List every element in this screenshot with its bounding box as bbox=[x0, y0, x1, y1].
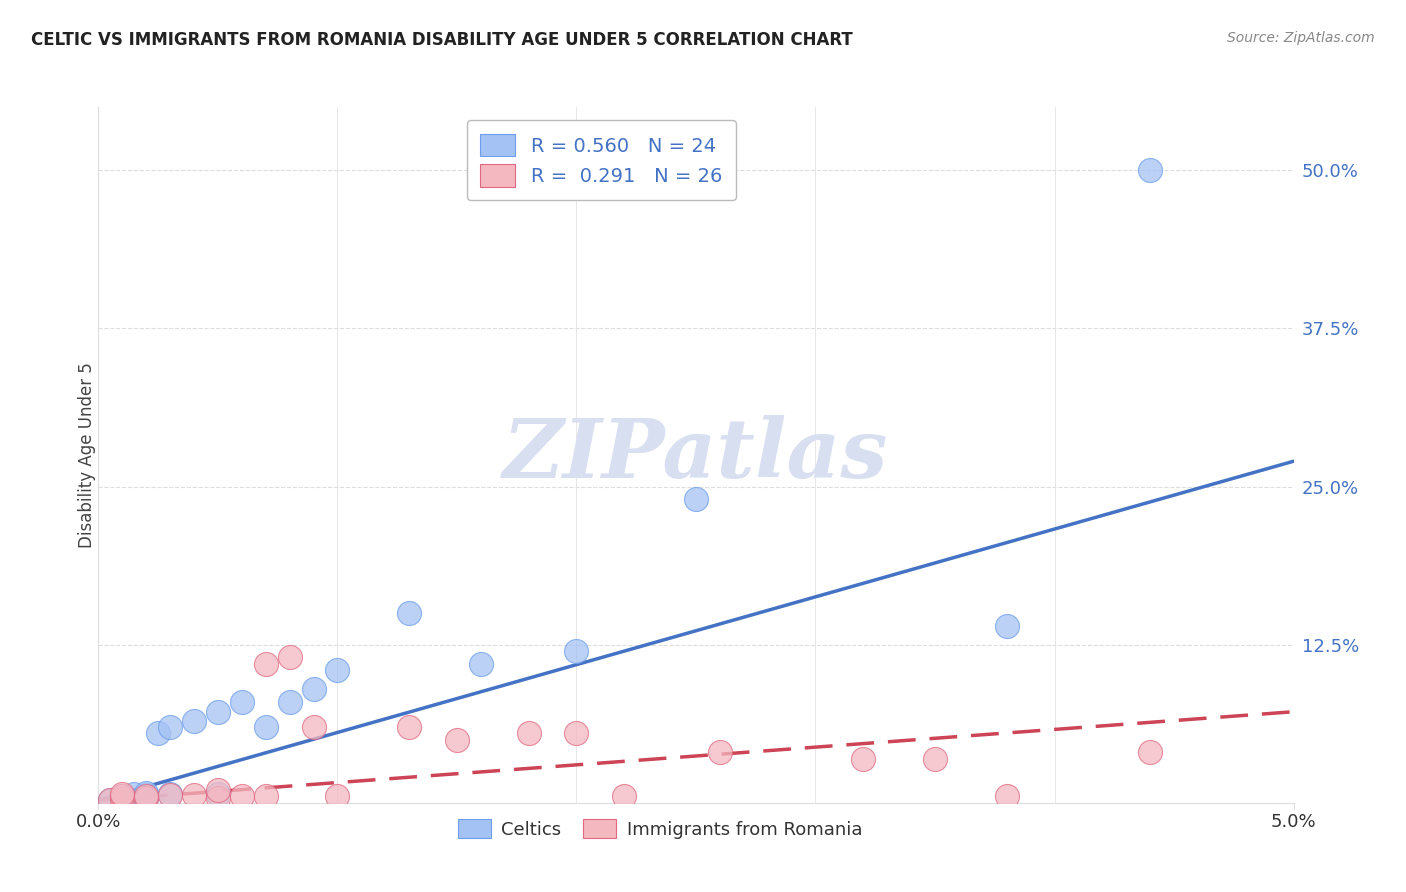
Point bbox=[231, 789, 253, 804]
Point bbox=[995, 789, 1018, 804]
Text: ZIPatlas: ZIPatlas bbox=[503, 415, 889, 495]
Point bbox=[111, 792, 134, 806]
Point bbox=[159, 720, 181, 734]
Text: Source: ZipAtlas.com: Source: ZipAtlas.com bbox=[1227, 31, 1375, 45]
Point bbox=[124, 787, 146, 801]
Point bbox=[98, 793, 122, 807]
Point bbox=[159, 788, 181, 802]
Point bbox=[135, 790, 157, 805]
Point bbox=[111, 792, 134, 806]
Point bbox=[135, 788, 157, 802]
Point bbox=[254, 720, 277, 734]
Point bbox=[565, 726, 588, 740]
Text: CELTIC VS IMMIGRANTS FROM ROMANIA DISABILITY AGE UNDER 5 CORRELATION CHART: CELTIC VS IMMIGRANTS FROM ROMANIA DISABI… bbox=[31, 31, 852, 49]
Point bbox=[1139, 163, 1161, 178]
Point bbox=[326, 663, 349, 677]
Point bbox=[111, 789, 134, 804]
Point bbox=[183, 788, 205, 802]
Point bbox=[183, 714, 205, 728]
Point bbox=[1139, 745, 1161, 759]
Point bbox=[517, 726, 540, 740]
Point bbox=[446, 732, 468, 747]
Point bbox=[207, 705, 229, 719]
Point bbox=[709, 745, 731, 759]
Point bbox=[398, 720, 420, 734]
Point bbox=[207, 790, 229, 805]
Point bbox=[231, 695, 253, 709]
Point bbox=[278, 695, 301, 709]
Legend: Celtics, Immigrants from Romania: Celtics, Immigrants from Romania bbox=[451, 812, 869, 846]
Point bbox=[254, 789, 277, 804]
Y-axis label: Disability Age Under 5: Disability Age Under 5 bbox=[79, 362, 96, 548]
Point bbox=[207, 787, 229, 801]
Point bbox=[995, 618, 1018, 632]
Point bbox=[148, 726, 170, 740]
Point bbox=[398, 606, 420, 620]
Point bbox=[302, 720, 325, 734]
Point bbox=[135, 790, 157, 805]
Point bbox=[470, 657, 492, 671]
Point bbox=[302, 681, 325, 696]
Point bbox=[278, 650, 301, 665]
Point bbox=[565, 644, 588, 658]
Point bbox=[207, 783, 229, 797]
Point bbox=[924, 751, 946, 765]
Point bbox=[852, 751, 875, 765]
Point bbox=[326, 789, 349, 804]
Point bbox=[254, 657, 277, 671]
Point bbox=[135, 789, 157, 804]
Point bbox=[111, 787, 134, 801]
Point bbox=[135, 786, 157, 800]
Point bbox=[613, 789, 636, 804]
Point bbox=[98, 793, 122, 807]
Point bbox=[685, 492, 707, 507]
Point bbox=[159, 787, 181, 801]
Point bbox=[111, 789, 134, 804]
